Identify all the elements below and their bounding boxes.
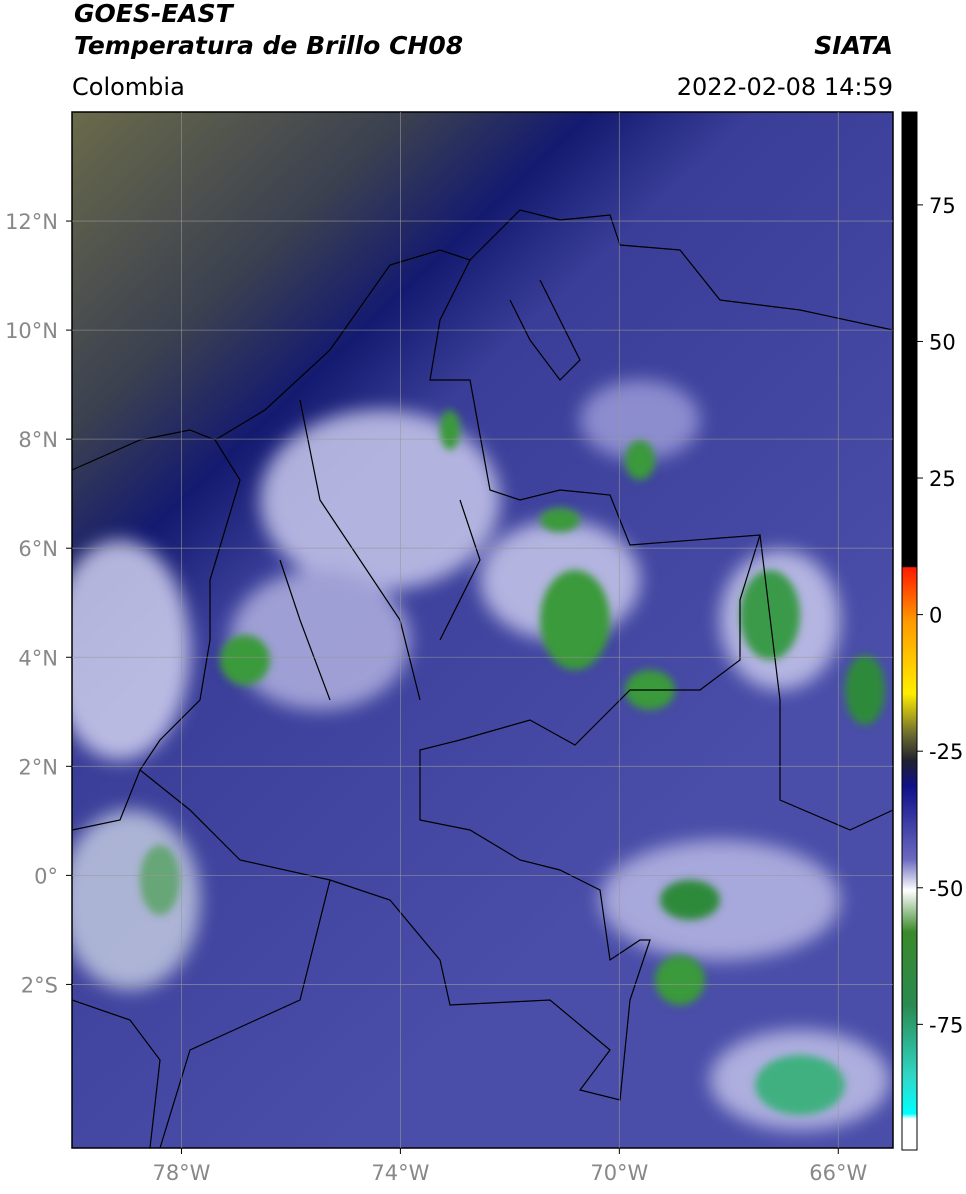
- colorbar-tick-label: -75: [929, 1013, 963, 1037]
- y-tick-label: 8°N: [18, 428, 58, 452]
- y-tick-label: 0°: [34, 864, 58, 888]
- y-tick-label: 10°N: [5, 319, 58, 343]
- colorbar-tick-label: 0: [929, 604, 942, 628]
- colorbar-tick-label: 75: [929, 194, 956, 218]
- y-tick-label: 4°N: [18, 646, 58, 670]
- region: Colombia: [72, 73, 185, 101]
- x-tick-label: 78°W: [152, 1161, 210, 1185]
- y-tick-label: 12°N: [5, 210, 58, 234]
- colorbar-tick-label: 50: [929, 330, 956, 354]
- x-tick-label: 70°W: [590, 1161, 648, 1185]
- source: SIATA: [814, 31, 893, 60]
- map-frame: [71, 111, 894, 1149]
- datetime: 2022-02-08 14:59: [677, 73, 893, 101]
- title: GOES-EAST: [74, 0, 235, 28]
- colorbar: [901, 111, 918, 1151]
- colorbar-tick-label: -50: [929, 877, 963, 901]
- x-tick-label: 66°W: [809, 1161, 867, 1185]
- y-tick-label: 6°N: [18, 537, 58, 561]
- satellite-image: [72, 112, 893, 1148]
- subtitle: Temperatura de Brillo CH08: [74, 31, 463, 60]
- x-tick-label: 74°W: [371, 1161, 429, 1185]
- colorbar-tick-label: -25: [929, 740, 963, 764]
- y-tick-label: 2°S: [21, 973, 58, 997]
- y-tick-label: 2°N: [18, 755, 58, 779]
- colorbar-tick-label: 25: [929, 467, 956, 491]
